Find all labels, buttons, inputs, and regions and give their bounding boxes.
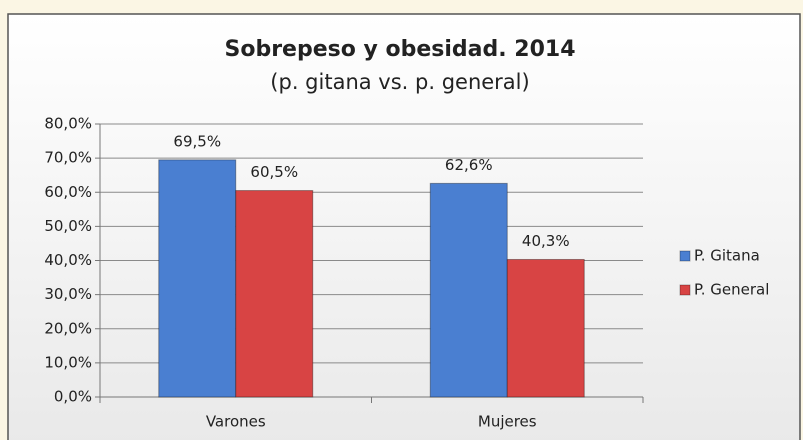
y-tick-label: 20,0% xyxy=(44,319,92,337)
y-tick-label: 0,0% xyxy=(54,388,92,406)
y-tick-label: 80,0% xyxy=(44,115,92,133)
legend-label: P. Gitana xyxy=(694,247,760,265)
data-label: 40,3% xyxy=(522,232,570,250)
y-tick-label: 30,0% xyxy=(44,285,92,303)
y-tick-label: 70,0% xyxy=(44,149,92,167)
legend-label: P. General xyxy=(694,281,769,299)
data-label: 60,5% xyxy=(250,163,298,181)
y-tick-label: 10,0% xyxy=(44,353,92,371)
chart-title: Sobrepeso y obesidad. 2014 xyxy=(224,37,575,62)
legend-swatch xyxy=(679,250,691,262)
y-tick-label: 60,0% xyxy=(44,183,92,201)
x-tick-label: Mujeres xyxy=(478,413,537,431)
bar xyxy=(429,182,508,398)
data-label: 69,5% xyxy=(173,132,221,150)
data-label: 62,6% xyxy=(445,156,493,174)
bar xyxy=(158,159,237,398)
chart-frame xyxy=(7,13,801,440)
bar xyxy=(235,190,314,398)
bar xyxy=(506,258,585,398)
legend-swatch xyxy=(679,284,691,296)
y-tick-label: 50,0% xyxy=(44,217,92,235)
chart-subtitle: (p. gitana vs. p. general) xyxy=(270,70,529,94)
y-tick-label: 40,0% xyxy=(44,251,92,269)
x-tick-label: Varones xyxy=(206,413,266,431)
